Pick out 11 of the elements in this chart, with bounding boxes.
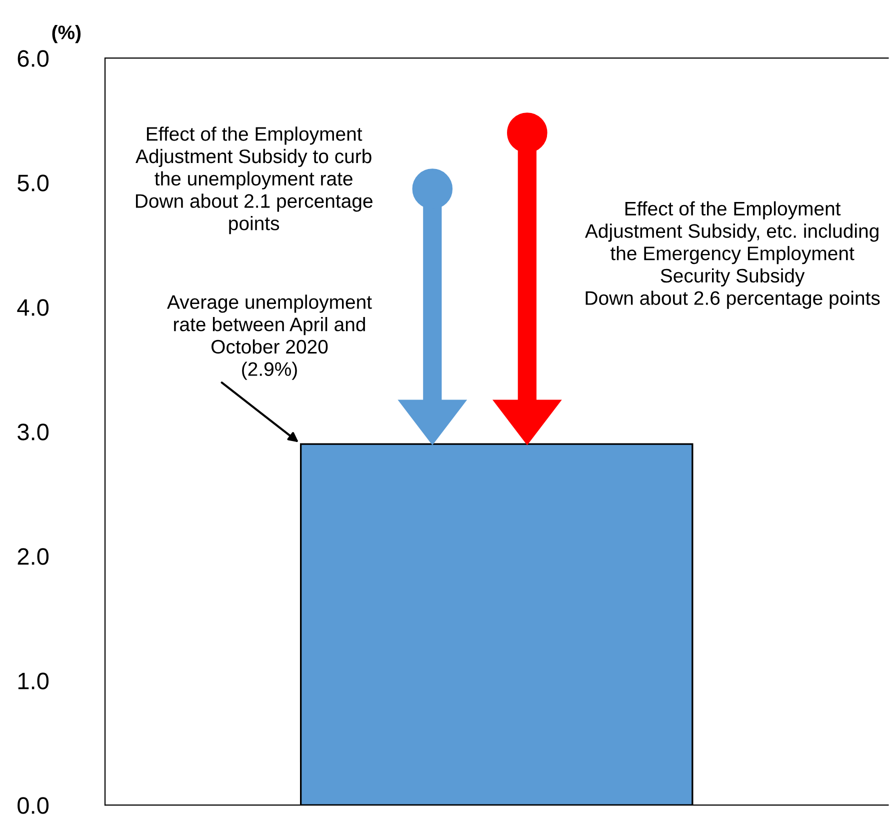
annotation: Effect of the Employment Adjustment Subsidy to curb the unemployment rate Down about 2.1 percentage points: [136, 126, 372, 234]
y-tick-label: 2.0: [18, 548, 49, 565]
annotation: Average unemployment rate between April and October 2020 (2.9%): [167, 294, 372, 380]
y-tick-label: 6.0: [18, 50, 49, 67]
y-tick-label: 4.0: [17, 299, 49, 316]
annotation: Effect of the Employment Adjustment Subsidy, etc. including the Emergency Employment Security Subsidy Down about 2.6 percentage points: [584, 201, 880, 309]
y-tick-label: 0.0: [18, 797, 49, 814]
y-tick-label: 5.0: [18, 174, 49, 192]
y-tick-label: 1.0: [18, 672, 49, 690]
y-axis-title: (%): [52, 25, 81, 44]
y-tick-label: 3.0: [18, 424, 49, 440]
